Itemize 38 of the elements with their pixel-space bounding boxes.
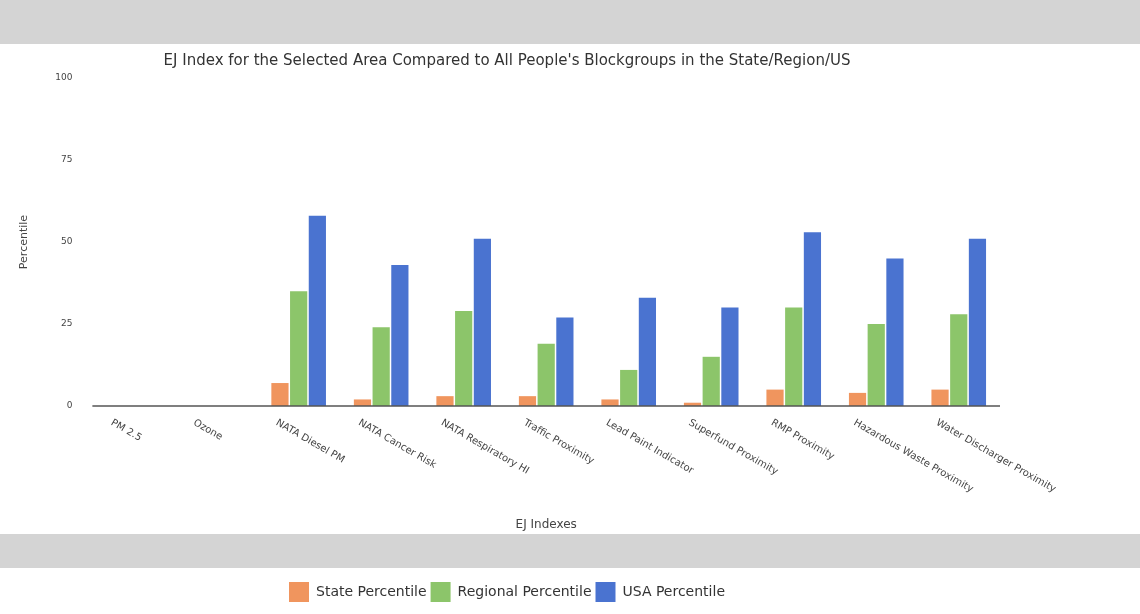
bar <box>391 264 409 406</box>
bar <box>803 232 822 406</box>
bar <box>766 389 784 406</box>
bar <box>556 317 574 406</box>
x-axis-title: EJ Indexes <box>515 516 577 531</box>
bar <box>968 238 987 406</box>
bar <box>785 307 803 406</box>
bar <box>867 324 885 406</box>
bar <box>848 392 867 406</box>
y-tick-label: 100 <box>55 72 73 83</box>
bar <box>518 396 537 406</box>
y-tick-label: 50 <box>60 236 73 247</box>
bar <box>537 343 555 406</box>
y-axis-title: Percentile <box>17 214 31 270</box>
bar <box>702 356 720 406</box>
bar <box>308 215 326 406</box>
y-tick-label: 25 <box>60 318 73 329</box>
y-tick-label: 0 <box>66 400 73 411</box>
bar <box>473 238 491 406</box>
bar <box>601 399 619 406</box>
y-tick-label: 75 <box>60 154 73 165</box>
bar <box>290 291 308 406</box>
bar <box>436 396 454 406</box>
bar <box>372 327 390 406</box>
bar <box>638 297 657 406</box>
legend-label: USA Percentile <box>622 582 725 599</box>
bar <box>455 310 473 406</box>
bar <box>886 258 904 406</box>
chart-title: EJ Index for the Selected Area Compared to All People's Blockgroups in the State/Region/US <box>163 50 851 69</box>
legend-label: State Percentile <box>316 582 427 599</box>
x-tick-label: PM 2.5 <box>109 416 145 443</box>
legend-label: Regional Percentile <box>457 582 592 599</box>
bar <box>931 389 949 406</box>
bar <box>721 307 739 406</box>
bar <box>620 369 638 406</box>
bar <box>271 383 289 406</box>
bar <box>353 399 372 406</box>
bar <box>950 314 968 406</box>
